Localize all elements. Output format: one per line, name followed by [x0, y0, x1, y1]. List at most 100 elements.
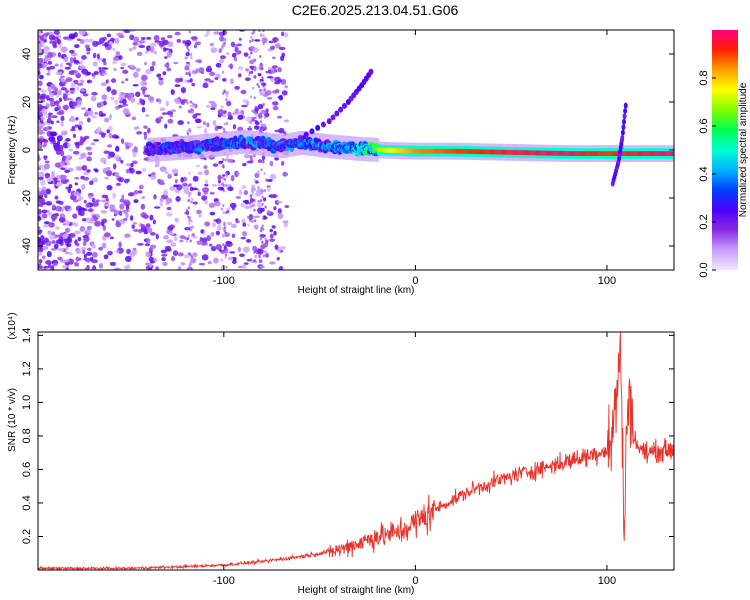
noise-speckle — [43, 46, 50, 51]
noise-speckle — [251, 215, 254, 219]
noise-speckle — [163, 189, 169, 196]
noise-speckle — [83, 253, 87, 259]
branch-blob — [297, 135, 303, 141]
noise-speckle — [107, 250, 113, 256]
noise-speckle — [91, 177, 99, 183]
noise-speckle — [208, 100, 216, 104]
noise-speckle — [155, 117, 162, 124]
noise-speckle — [160, 249, 167, 254]
noise-speckle — [84, 44, 90, 49]
noise-speckle — [223, 226, 227, 230]
noise-speckle — [248, 55, 251, 59]
noise-speckle — [184, 56, 188, 60]
noise-speckle — [86, 225, 93, 231]
noise-speckle — [258, 128, 261, 132]
noise-speckle — [104, 176, 109, 180]
noise-speckle — [174, 179, 178, 184]
noise-speckle — [121, 194, 125, 201]
noise-speckle — [77, 236, 82, 242]
noise-speckle — [164, 245, 172, 251]
noise-speckle — [51, 231, 56, 236]
noise-speckle — [122, 103, 129, 107]
noise-speckle — [251, 59, 254, 63]
noise-speckle — [153, 34, 160, 42]
noise-speckle — [271, 56, 276, 60]
noise-speckle — [40, 189, 46, 196]
noise-speckle — [49, 100, 55, 108]
noise-speckle — [211, 221, 216, 228]
noise-speckle — [190, 36, 198, 40]
noise-speckle — [82, 93, 89, 97]
noise-speckle — [274, 77, 278, 81]
noise-speckle — [111, 218, 115, 221]
noise-speckle — [105, 203, 111, 207]
noise-speckle — [123, 178, 130, 184]
noise-speckle — [249, 65, 254, 69]
noise-speckle — [133, 71, 139, 78]
noise-speckle — [65, 62, 72, 66]
noise-speckle — [223, 122, 227, 126]
noise-speckle — [248, 72, 251, 76]
noise-speckle — [201, 237, 208, 244]
noise-speckle — [283, 119, 290, 123]
noise-speckle — [152, 219, 156, 225]
noise-speckle — [248, 218, 252, 222]
noise-speckle — [43, 63, 48, 68]
noise-speckle — [185, 208, 189, 212]
noise-speckle — [253, 219, 257, 223]
noise-speckle — [255, 121, 260, 125]
noise-speckle — [73, 70, 79, 76]
noise-speckle — [38, 190, 41, 196]
noise-speckle — [88, 195, 93, 199]
noise-speckle — [51, 171, 55, 176]
noise-speckle — [257, 170, 260, 174]
noise-speckle — [203, 128, 208, 134]
noise-speckle — [190, 255, 194, 259]
noise-speckle — [271, 65, 278, 69]
noise-speckle — [38, 194, 44, 198]
noise-speckle — [233, 258, 237, 262]
noise-speckle — [209, 71, 216, 77]
noise-speckle — [213, 200, 221, 207]
noise-speckle — [261, 160, 264, 164]
noise-speckle — [78, 120, 84, 126]
x-tick-label: 0 — [412, 575, 418, 587]
noise-speckle — [59, 160, 65, 166]
noise-speckle — [208, 80, 215, 83]
noise-speckle — [43, 155, 47, 161]
noise-speckle — [140, 203, 146, 210]
noise-speckle — [226, 52, 229, 56]
noise-speckle — [75, 116, 79, 121]
noise-speckle — [189, 53, 193, 57]
noise-speckle — [220, 187, 225, 191]
noise-speckle — [232, 124, 237, 130]
noise-speckle — [110, 96, 115, 100]
noise-speckle — [284, 204, 290, 209]
noise-speckle — [86, 251, 93, 256]
noise-speckle — [262, 217, 265, 221]
noise-speckle — [119, 203, 125, 210]
noise-speckle — [86, 156, 92, 162]
noise-speckle — [103, 150, 111, 155]
noise-speckle — [220, 105, 224, 109]
noise-speckle — [229, 202, 237, 209]
noise-speckle — [204, 183, 209, 187]
spike-blob — [620, 135, 625, 141]
noise-speckle — [38, 197, 46, 203]
noise-speckle — [252, 31, 255, 35]
noise-speckle — [192, 201, 198, 205]
noise-speckle — [38, 125, 43, 130]
spectrogram-x-ticks: -100 0 100 — [213, 30, 616, 287]
noise-speckle — [227, 158, 233, 163]
noise-speckle — [136, 131, 143, 135]
noise-speckle — [104, 206, 108, 209]
noise-speckle — [59, 62, 64, 69]
noise-speckle — [230, 174, 235, 182]
noise-speckle — [210, 107, 216, 111]
noise-speckle — [85, 203, 91, 208]
noise-speckle — [225, 98, 228, 102]
noise-speckle — [225, 94, 229, 98]
noise-speckle — [212, 163, 219, 167]
noise-speckle — [190, 56, 193, 60]
branch-blob — [303, 131, 309, 138]
